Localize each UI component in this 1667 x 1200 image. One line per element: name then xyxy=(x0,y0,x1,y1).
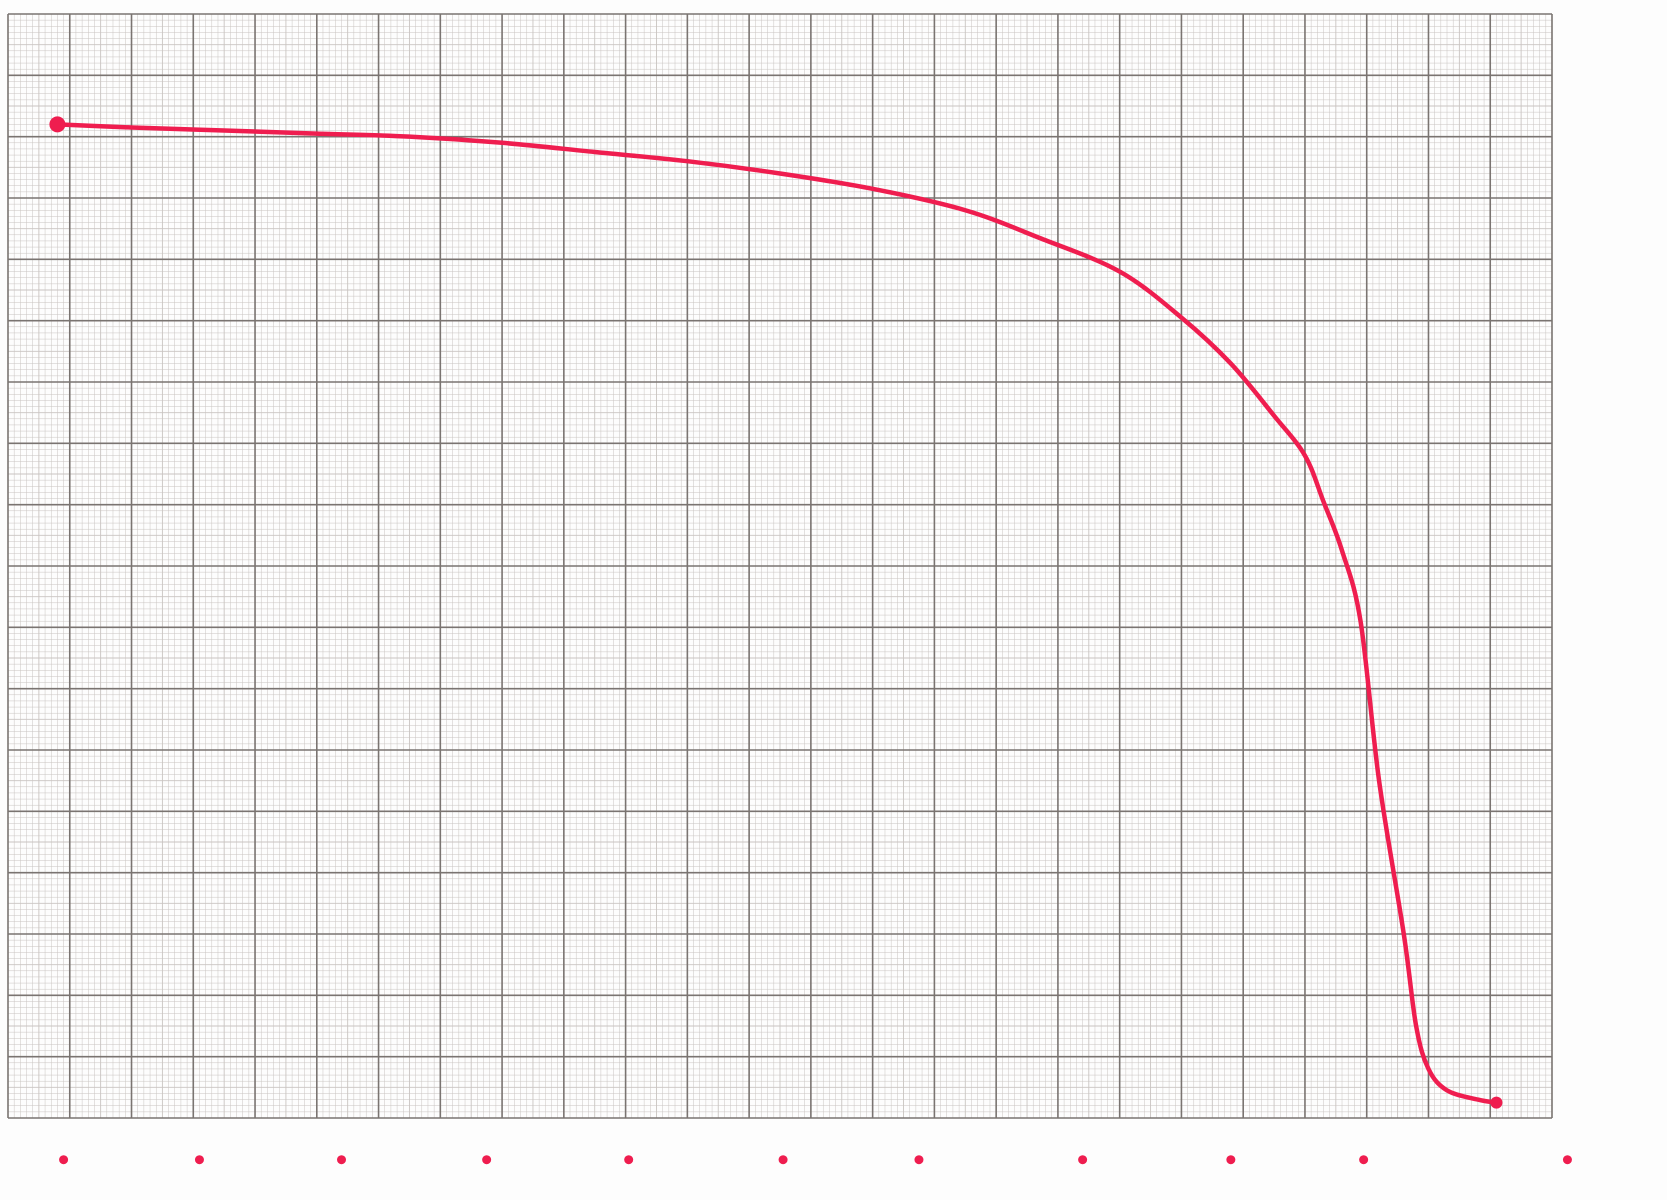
curve-start-point xyxy=(49,116,66,133)
marker-dot xyxy=(624,1155,634,1165)
marker-dot xyxy=(914,1155,924,1165)
bottom-markers xyxy=(59,1155,1572,1165)
major-grid xyxy=(7,13,1553,1119)
curve-end-point xyxy=(1490,1096,1503,1109)
marker-dot xyxy=(778,1155,788,1165)
marker-dot xyxy=(1226,1155,1236,1165)
marker-dot xyxy=(194,1155,204,1165)
marker-dot xyxy=(1078,1155,1088,1165)
data-curve xyxy=(55,122,1499,1105)
marker-dot xyxy=(1562,1155,1572,1165)
marker-dot xyxy=(482,1155,492,1165)
marker-dot xyxy=(1359,1155,1369,1165)
marker-dot xyxy=(337,1155,347,1165)
marker-dot xyxy=(59,1155,69,1165)
